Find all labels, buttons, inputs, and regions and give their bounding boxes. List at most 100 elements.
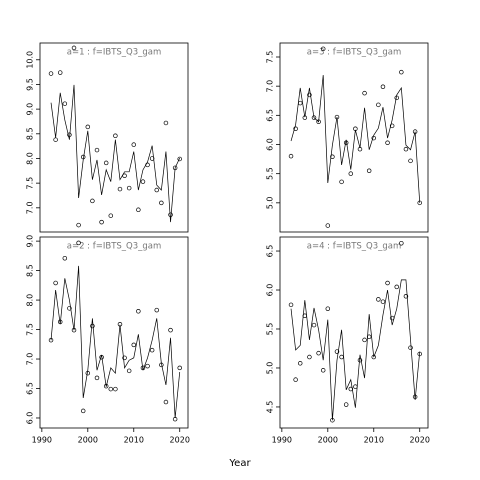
data-point (394, 284, 399, 290)
y-tick-label: 5.5 (266, 167, 275, 180)
data-point (53, 137, 58, 142)
data-point (140, 179, 146, 184)
x-axis-label: Year (228, 458, 251, 469)
x-tick-label: 2000 (318, 436, 338, 445)
data-point (53, 280, 58, 286)
data-point (389, 123, 395, 129)
fitted-line (290, 75, 421, 203)
panel-title: a=2 : f=IBTS_Q3_gam (67, 242, 162, 252)
data-point (90, 198, 95, 204)
data-point (177, 156, 182, 162)
data-point (108, 386, 114, 392)
data-point (99, 219, 104, 225)
data-point (353, 384, 358, 389)
panel-frame (279, 236, 429, 429)
data-point (380, 84, 386, 89)
data-point (108, 213, 114, 218)
data-point (145, 363, 150, 369)
data-point (168, 212, 173, 217)
x-tick-label: 1990 (32, 436, 52, 445)
y-tick-label: 8.0 (26, 152, 35, 165)
fitted-line (50, 84, 181, 223)
y-tick-label: 8.5 (26, 264, 35, 277)
panel-title: a=4 : f=IBTS_Q3_gam (307, 242, 402, 252)
y-tick-label: 9.0 (26, 235, 35, 248)
data-point (168, 327, 173, 333)
y-tick-label: 6.0 (266, 138, 275, 151)
data-point (403, 293, 409, 299)
data-point (339, 179, 344, 185)
data-point (348, 171, 354, 176)
y-tick-label: 7.5 (266, 51, 275, 64)
y-tick-label: 6.0 (266, 284, 275, 297)
y-tick-label: 7.0 (266, 80, 275, 93)
data-point (297, 100, 303, 106)
data-point (136, 207, 141, 213)
data-point (293, 126, 298, 131)
data-point (339, 354, 344, 360)
data-point (325, 306, 331, 311)
data-point (136, 309, 141, 314)
data-point (163, 399, 169, 405)
y-tick-label: 5.0 (266, 196, 275, 209)
y-tick-label: 4.5 (266, 401, 275, 414)
y-tick-label: 9.0 (26, 103, 35, 116)
data-point (362, 90, 367, 96)
data-point (399, 69, 404, 75)
x-tick-label: 2010 (124, 436, 144, 445)
data-point (149, 156, 155, 161)
y-tick-label: 6.5 (26, 382, 35, 395)
data-point (399, 240, 404, 246)
x-tick-label: 2000 (78, 436, 98, 445)
data-point (362, 337, 367, 343)
data-point (325, 223, 331, 228)
data-point (316, 350, 321, 356)
data-point (177, 365, 182, 371)
data-point (348, 386, 354, 392)
data-point (297, 361, 303, 366)
data-point (122, 355, 127, 361)
data-point (126, 185, 132, 191)
data-point (103, 160, 109, 166)
data-point (293, 377, 298, 382)
y-tick-label: 8.0 (26, 294, 35, 307)
data-point (163, 120, 169, 126)
data-point (131, 142, 137, 147)
data-point (131, 342, 137, 348)
y-tick-label: 8.5 (26, 127, 35, 140)
data-point (307, 354, 312, 360)
data-point (385, 280, 390, 286)
data-point (403, 146, 409, 152)
panel-title: a=3 : f=IBTS_Q3_gam (307, 48, 402, 58)
y-tick-label: 6.5 (266, 245, 275, 258)
data-point (48, 71, 54, 76)
x-tick-label: 2010 (364, 436, 384, 445)
y-tick-label: 7.5 (26, 177, 35, 190)
fitted-line (290, 279, 421, 421)
data-point (62, 101, 68, 106)
data-point (159, 200, 164, 206)
data-point (376, 297, 381, 302)
data-point (288, 153, 294, 159)
data-point (366, 168, 372, 174)
x-tick-label: 1990 (272, 436, 292, 445)
data-point (117, 186, 123, 192)
data-point (343, 402, 349, 407)
data-point (76, 222, 81, 228)
data-point (385, 140, 390, 146)
panel-title: a=1 : f=IBTS_Q3_gam (67, 48, 162, 58)
data-point (94, 147, 100, 153)
data-point (334, 349, 340, 354)
data-point (67, 306, 72, 311)
y-tick-label: 7.0 (26, 201, 35, 214)
y-tick-label: 7.5 (26, 323, 35, 336)
data-point (320, 368, 326, 373)
fitted-line (50, 265, 181, 419)
data-point (113, 386, 118, 392)
y-tick-label: 7.0 (26, 353, 35, 366)
data-point (76, 240, 81, 246)
y-tick-label: 5.5 (266, 323, 275, 336)
x-tick-label: 2020 (410, 436, 430, 445)
data-point (380, 299, 386, 304)
